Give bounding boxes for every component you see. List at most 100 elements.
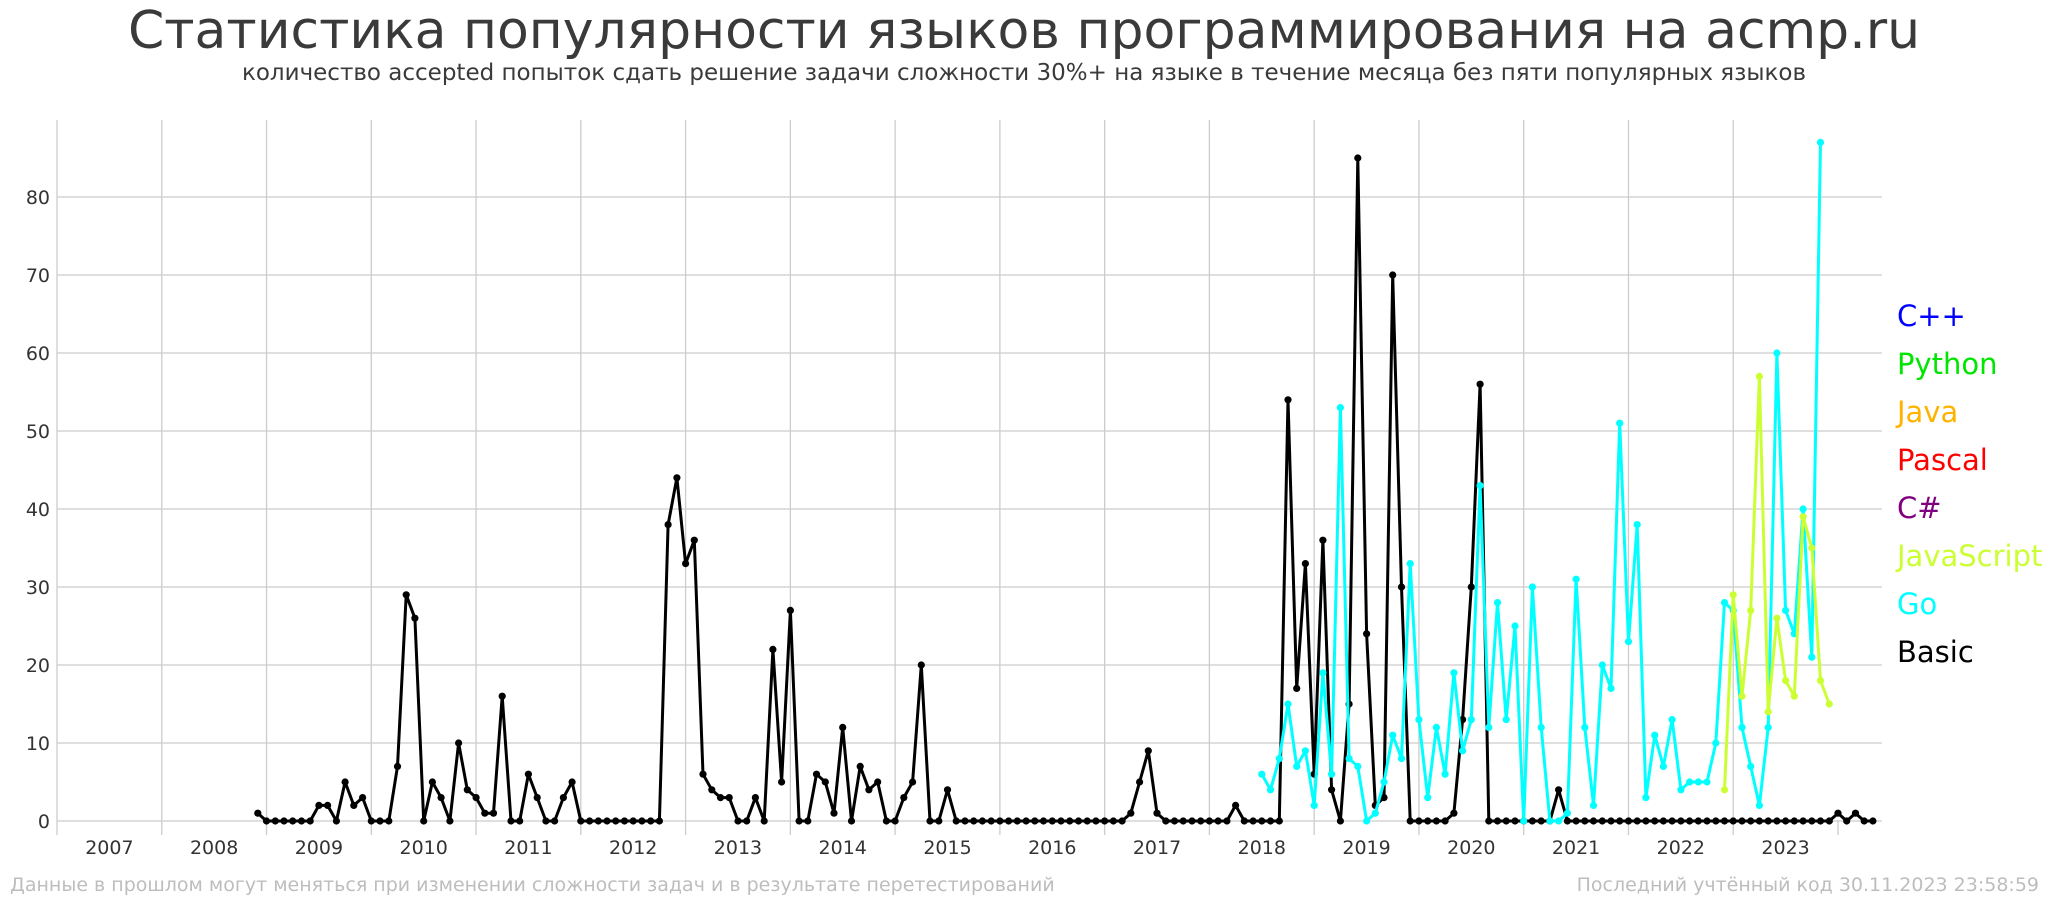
data-point [1485,817,1493,825]
data-point [978,817,987,825]
data-point [612,817,620,825]
data-point [1799,817,1807,825]
data-point [455,739,463,747]
data-point [1441,770,1449,778]
data-point [821,778,829,786]
data-point [1720,786,1729,794]
data-point [1860,817,1868,825]
data-point [559,794,568,802]
y-tick-label: 60 [26,343,50,365]
data-point [1764,708,1772,716]
data-point [1528,817,1536,825]
data-point [1528,583,1536,591]
data-point [1249,817,1257,825]
data-point [1677,817,1685,825]
footer-left-note: Данные в прошлом могут меняться при изме… [10,874,1055,896]
y-tick-label: 20 [26,655,50,677]
data-point [1825,817,1833,825]
data-point [411,614,419,622]
data-point [1668,817,1676,825]
data-point [1319,536,1327,544]
data-point [1755,817,1763,825]
data-point [1747,817,1755,825]
data-point [1764,817,1772,825]
data-point [1502,817,1510,825]
data-point [1467,716,1475,724]
data-point [1441,817,1449,825]
data-point [1555,817,1563,825]
data-point [1258,817,1266,825]
data-point [1214,817,1222,825]
data-point [1546,817,1554,825]
data-point [1799,513,1807,521]
data-point [420,817,428,825]
data-point [1109,817,1117,825]
data-point [551,817,559,825]
data-point [1624,817,1633,825]
data-point [332,817,340,825]
y-tick-label: 50 [26,421,50,443]
data-point [620,817,629,825]
data-point [516,817,524,825]
series-javascript [1720,372,1833,794]
data-point [1790,817,1798,825]
data-point [1031,817,1039,825]
data-point [1537,817,1545,825]
data-point [1066,817,1074,825]
data-point [786,606,795,615]
data-point [1712,739,1720,747]
data-point [350,801,358,810]
data-point [1869,817,1877,825]
data-point [1808,544,1816,552]
data-point [1136,778,1144,786]
series-lines [254,138,1877,825]
data-point [1511,817,1519,825]
data-point [1607,817,1615,825]
data-point [1336,404,1344,412]
data-point [1668,716,1676,724]
data-point [655,817,664,825]
data-point [830,809,838,817]
x-tick-label: 2007 [85,837,133,859]
data-point [1738,723,1746,732]
x-tick-label: 2010 [399,837,447,859]
data-point [865,786,873,794]
data-point [315,801,323,810]
legend: C++ Python Java Pascal C# JavaScript Go Basic [1895,299,2042,669]
data-point [481,809,489,817]
data-point [690,536,698,544]
data-point [1851,809,1860,817]
data-point [1782,606,1790,615]
data-point [1170,817,1179,825]
data-point [1363,630,1371,638]
data-point [385,817,393,825]
data-point [297,817,306,825]
data-point [1686,817,1694,825]
data-point [271,817,279,825]
data-point [769,645,777,654]
data-point [489,809,498,817]
data-point [891,817,899,825]
y-tick-label: 40 [26,499,50,521]
data-point [682,560,690,568]
data-point [664,521,672,529]
data-point [1083,817,1091,825]
x-tick-label: 2013 [714,837,762,859]
data-point [1380,778,1388,786]
data-point [1467,583,1475,591]
data-point [1616,817,1624,825]
data-point [542,817,550,825]
data-point [1651,817,1659,825]
y-tick-label: 30 [26,577,50,599]
data-point [1755,801,1763,810]
x-tick-label: 2017 [1133,837,1181,859]
data-point [1703,817,1711,825]
data-point [446,817,454,825]
data-point [1624,638,1633,646]
legend-item: JavaScript [1895,539,2042,573]
data-point [1633,521,1641,529]
data-point [1642,794,1650,802]
x-tick-label: 2020 [1447,837,1495,859]
data-point [1651,731,1659,739]
